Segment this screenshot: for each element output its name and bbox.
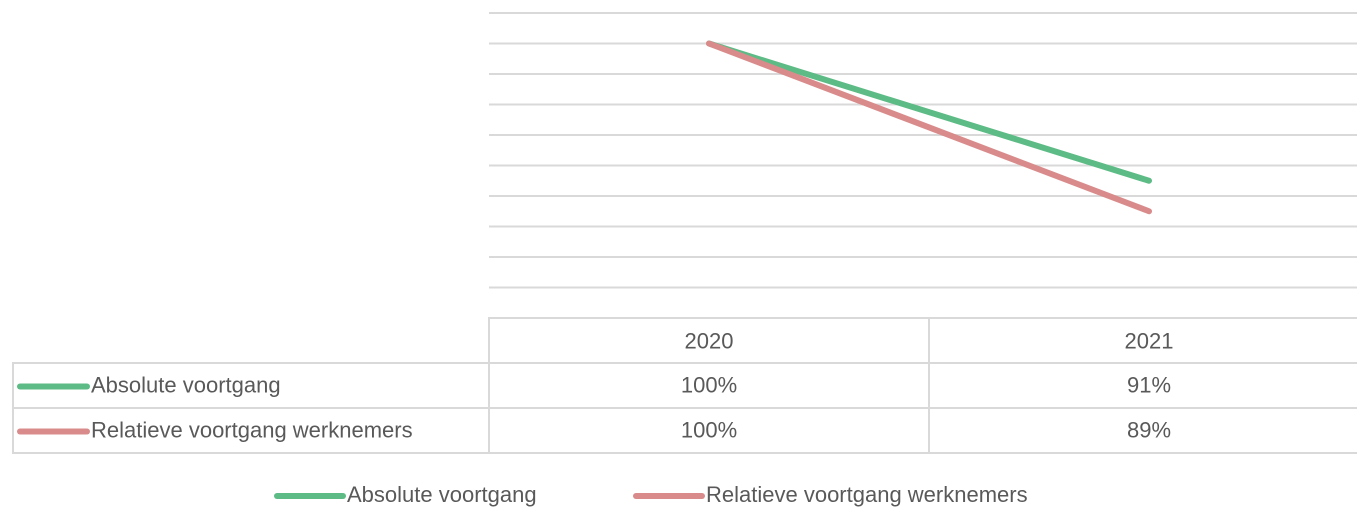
series-line <box>706 40 1152 184</box>
x-tick-label: 2020 <box>685 328 734 353</box>
legend-label: Absolute voortgang <box>347 482 537 507</box>
row-label: Absolute voortgang <box>91 372 281 397</box>
data-label: 91% <box>1127 372 1171 397</box>
series-line <box>706 40 1152 215</box>
data-label: 100% <box>681 372 737 397</box>
x-tick-label: 2021 <box>1125 328 1174 353</box>
table-row <box>12 407 1357 454</box>
row-label: Relatieve voortgang werknemers <box>91 417 413 442</box>
table-header <box>488 317 1357 364</box>
data-label: 89% <box>1127 417 1171 442</box>
legend-label: Relatieve voortgang werknemers <box>706 482 1028 507</box>
data-label: 100% <box>681 417 737 442</box>
